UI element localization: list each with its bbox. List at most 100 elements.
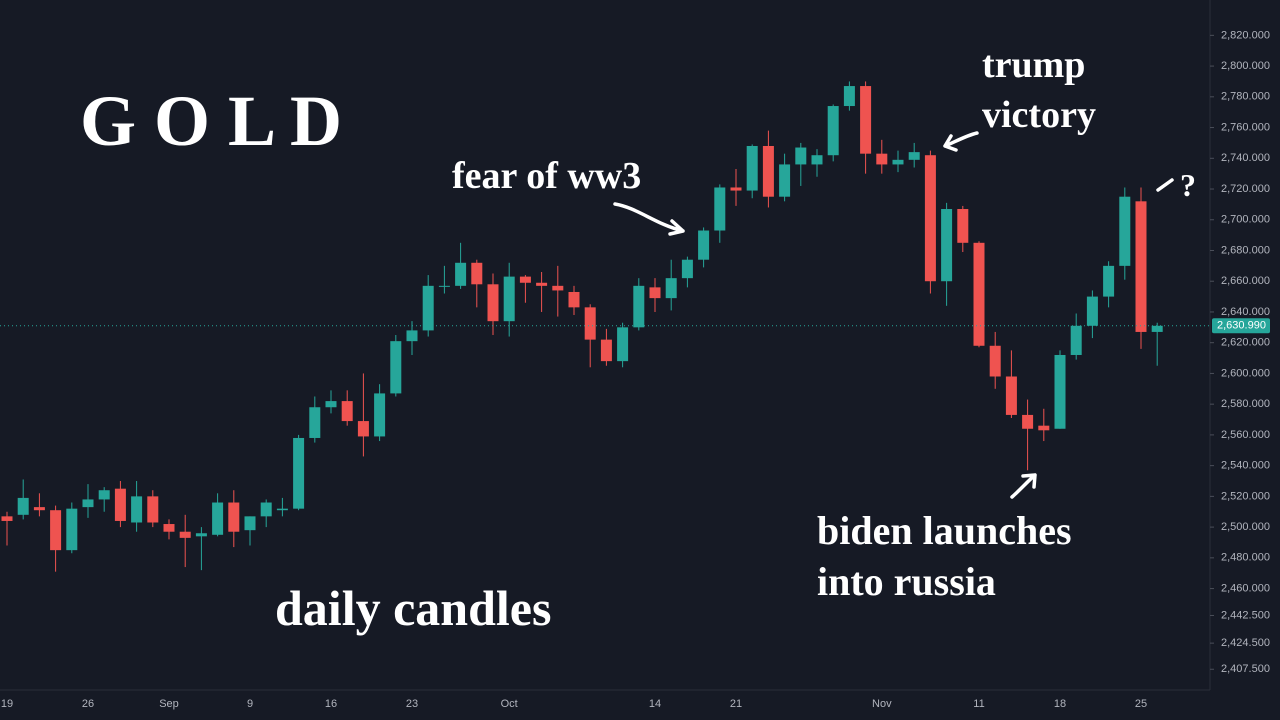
candle-body [1151,325,1163,332]
y-tick-label: 2,740.000 [1221,152,1270,164]
candle-body [649,287,661,299]
y-tick-label: 2,620.000 [1221,337,1270,349]
arrow [943,131,979,152]
candle-body [779,164,791,197]
candle-body [714,187,726,231]
y-tick-label: 2,600.000 [1221,367,1270,379]
chart-subtitle: daily candles [275,580,551,636]
y-tick-label: 2,460.000 [1221,582,1270,594]
y-tick-label: 2,442.500 [1221,609,1270,621]
x-tick-label: 11 [973,698,984,710]
candle-body [1038,425,1050,431]
candle-body [827,106,839,156]
candle-body [892,159,904,165]
y-tick-label: 2,800.000 [1221,60,1270,72]
candle-body [989,345,1001,377]
candle-body [730,187,742,191]
candle-body [762,145,774,197]
x-tick-label: 19 [1,698,13,710]
candle-body [455,262,467,286]
candle-body [66,508,78,551]
x-tick-label: 26 [82,698,94,710]
candle-body [293,437,305,509]
x-tick-label: 25 [1135,698,1147,710]
candle-body [309,407,321,438]
candle-body [519,276,531,283]
candle-body [147,496,159,523]
y-tick-label: 2,720.000 [1221,183,1270,195]
candle-body [228,502,240,532]
candle-body [1135,201,1147,332]
last-price-tag [1212,318,1270,334]
x-tick-label: Sep [159,698,179,710]
y-tick-label: 2,660.000 [1221,275,1270,287]
candle-body [1022,414,1034,429]
annotation: fear of ww3 [452,155,641,197]
candle-body [1103,265,1115,297]
x-tick-label: 21 [730,698,742,710]
y-tick-label: 2,820.000 [1221,29,1270,41]
candle-body [50,510,62,551]
candle-body [406,330,418,342]
candle-body [568,291,580,308]
y-tick-label: 2,780.000 [1221,91,1270,103]
candle-body [357,421,369,437]
last-price-label: 2,630.990 [1217,320,1266,332]
candle-body [179,531,191,538]
candle-body [438,285,450,287]
candle-body [212,502,224,535]
candle-body [536,282,548,286]
candle-body [325,401,337,408]
candle-body [552,285,564,291]
candle-body [1119,196,1131,266]
candle-body [276,508,288,511]
candle-body [876,153,888,165]
annotation: biden launches [817,508,1072,553]
candle-body [17,497,29,515]
candle-body [973,242,985,346]
x-tick-label: 9 [247,698,253,710]
candle-body [600,339,612,362]
y-tick-label: 2,680.000 [1221,244,1270,256]
candle-body [163,524,175,532]
y-tick-label: 2,407.500 [1221,663,1270,675]
y-tick-label: 2,500.000 [1221,521,1270,533]
candle-body [633,285,645,328]
annotation: ? [1180,167,1196,203]
candle-body [131,496,143,523]
y-tick-label: 2,520.000 [1221,490,1270,502]
y-tick-label: 2,700.000 [1221,214,1270,226]
candle-body [843,86,855,107]
y-tick-label: 2,540.000 [1221,460,1270,472]
annotation: trump [982,44,1085,86]
y-tick-label: 2,760.000 [1221,121,1270,133]
candle-body [941,208,953,282]
candle-body [98,490,110,500]
candle-body [374,393,386,437]
candle-body [584,307,596,340]
y-tick-label: 2,580.000 [1221,398,1270,410]
x-tick-label: 14 [649,698,661,710]
plot-area [0,81,1210,572]
candle-body [617,327,629,362]
x-tick-label: 23 [406,698,418,710]
candle-body [924,155,936,282]
candle-body [860,86,872,154]
arrow [613,202,685,236]
candle-body [908,152,920,160]
y-tick-label: 2,480.000 [1221,552,1270,564]
arrow [1010,473,1037,499]
x-tick-label: Nov [872,698,892,710]
y-tick-label: 2,424.500 [1221,637,1270,649]
candle-body [244,516,256,531]
candle-body [746,145,758,191]
x-tick-label: 16 [325,698,337,710]
candle-body [487,284,499,322]
x-tick-label: Oct [501,698,518,710]
candle-body [698,230,710,260]
candle-body [957,208,969,243]
candle-body [82,499,94,508]
arrow [1156,178,1174,192]
